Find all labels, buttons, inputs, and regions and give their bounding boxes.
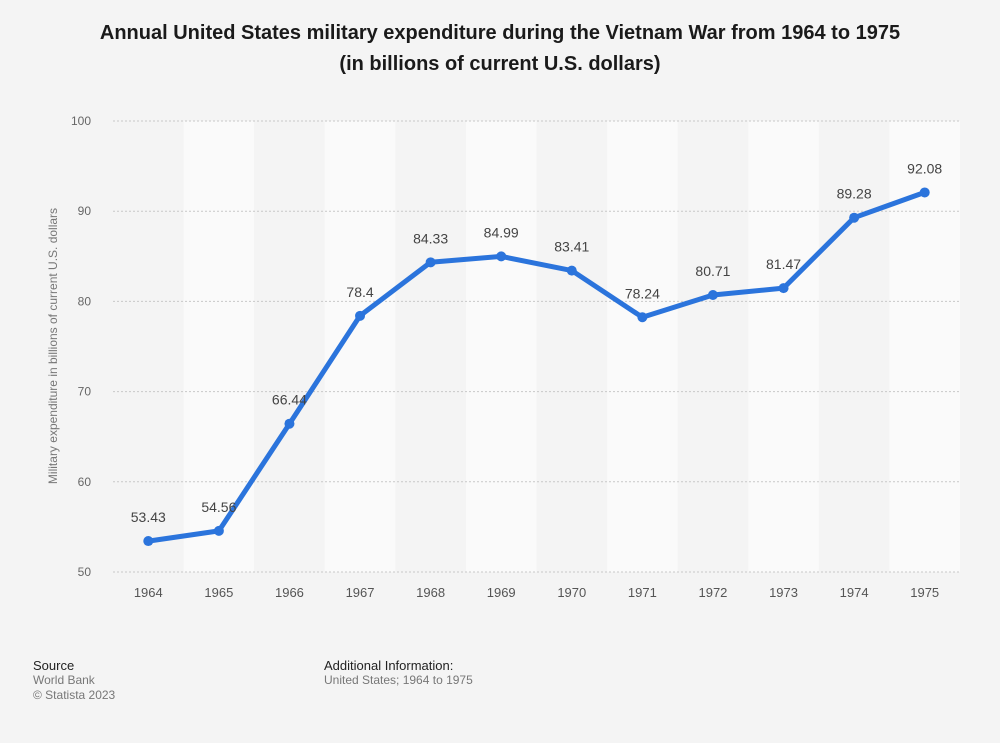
data-point [637,312,648,323]
x-tick-label: 1969 [487,585,516,600]
y-tick-label: 60 [78,475,92,489]
x-tick-label: 1974 [840,585,869,600]
x-tick-label: 1970 [557,585,586,600]
y-tick-label: 50 [78,565,92,579]
y-tick-label: 70 [78,385,92,399]
data-label: 89.28 [837,186,872,202]
data-point [849,212,860,223]
x-tick-label: 1972 [698,585,727,600]
data-label: 53.43 [131,509,166,525]
additional-info-block: Additional Information: United States; 1… [324,658,473,688]
column-stripe [324,121,396,572]
y-axis-label: Military expenditure in billions of curr… [46,208,60,484]
source-heading: Source [33,658,75,673]
data-label: 78.4 [346,284,373,300]
data-label: 66.44 [272,392,307,408]
y-tick-label: 100 [71,114,91,128]
y-tick-label: 80 [78,294,92,308]
chart-title: Annual United States military expenditur… [99,22,901,44]
data-point [213,525,224,536]
data-label: 83.41 [554,239,589,255]
column-stripe [465,121,537,572]
x-tick-label: 1965 [204,585,233,600]
data-point [425,257,436,268]
data-label: 78.24 [625,285,660,301]
copyright: © Statista 2023 [33,688,116,702]
chart-subtitle: (in billions of current U.S. dollars) [339,53,661,75]
line-chart: 50 60 70 80 90 100 1964 1965 1966 1967 1968 1969 19… [46,114,960,600]
data-point [355,310,366,321]
data-point [284,418,295,429]
x-tick-label: 1966 [275,585,304,600]
x-tick-label: 1968 [416,585,445,600]
data-label: 54.56 [201,499,236,515]
data-point [919,187,930,198]
x-tick-label: 1973 [769,585,798,600]
y-tick-label: 90 [78,204,92,218]
chart-title-block: Annual United States military expenditur… [0,18,1000,80]
data-label: 81.47 [766,256,801,272]
additional-info-text: United States; 1964 to 1975 [324,673,473,687]
data-label: 92.08 [907,160,942,176]
data-label: 80.71 [695,263,730,279]
data-point [707,289,718,300]
source-name: World Bank [33,673,95,687]
data-point [143,536,154,547]
x-tick-label: 1975 [910,585,939,600]
x-tick-label: 1964 [134,585,163,600]
column-stripe [748,121,819,572]
data-label: 84.99 [484,224,519,240]
data-point [496,251,507,262]
series-line [145,189,928,544]
data-point [778,283,789,294]
x-tick-label: 1971 [628,585,657,600]
data-point [566,265,577,276]
source-block: Source World Bank © Statista 2023 [33,658,115,703]
column-stripe [607,121,678,572]
additional-info-heading: Additional Information: [324,658,454,673]
x-tick-label: 1967 [346,585,375,600]
data-label: 84.33 [413,230,448,246]
